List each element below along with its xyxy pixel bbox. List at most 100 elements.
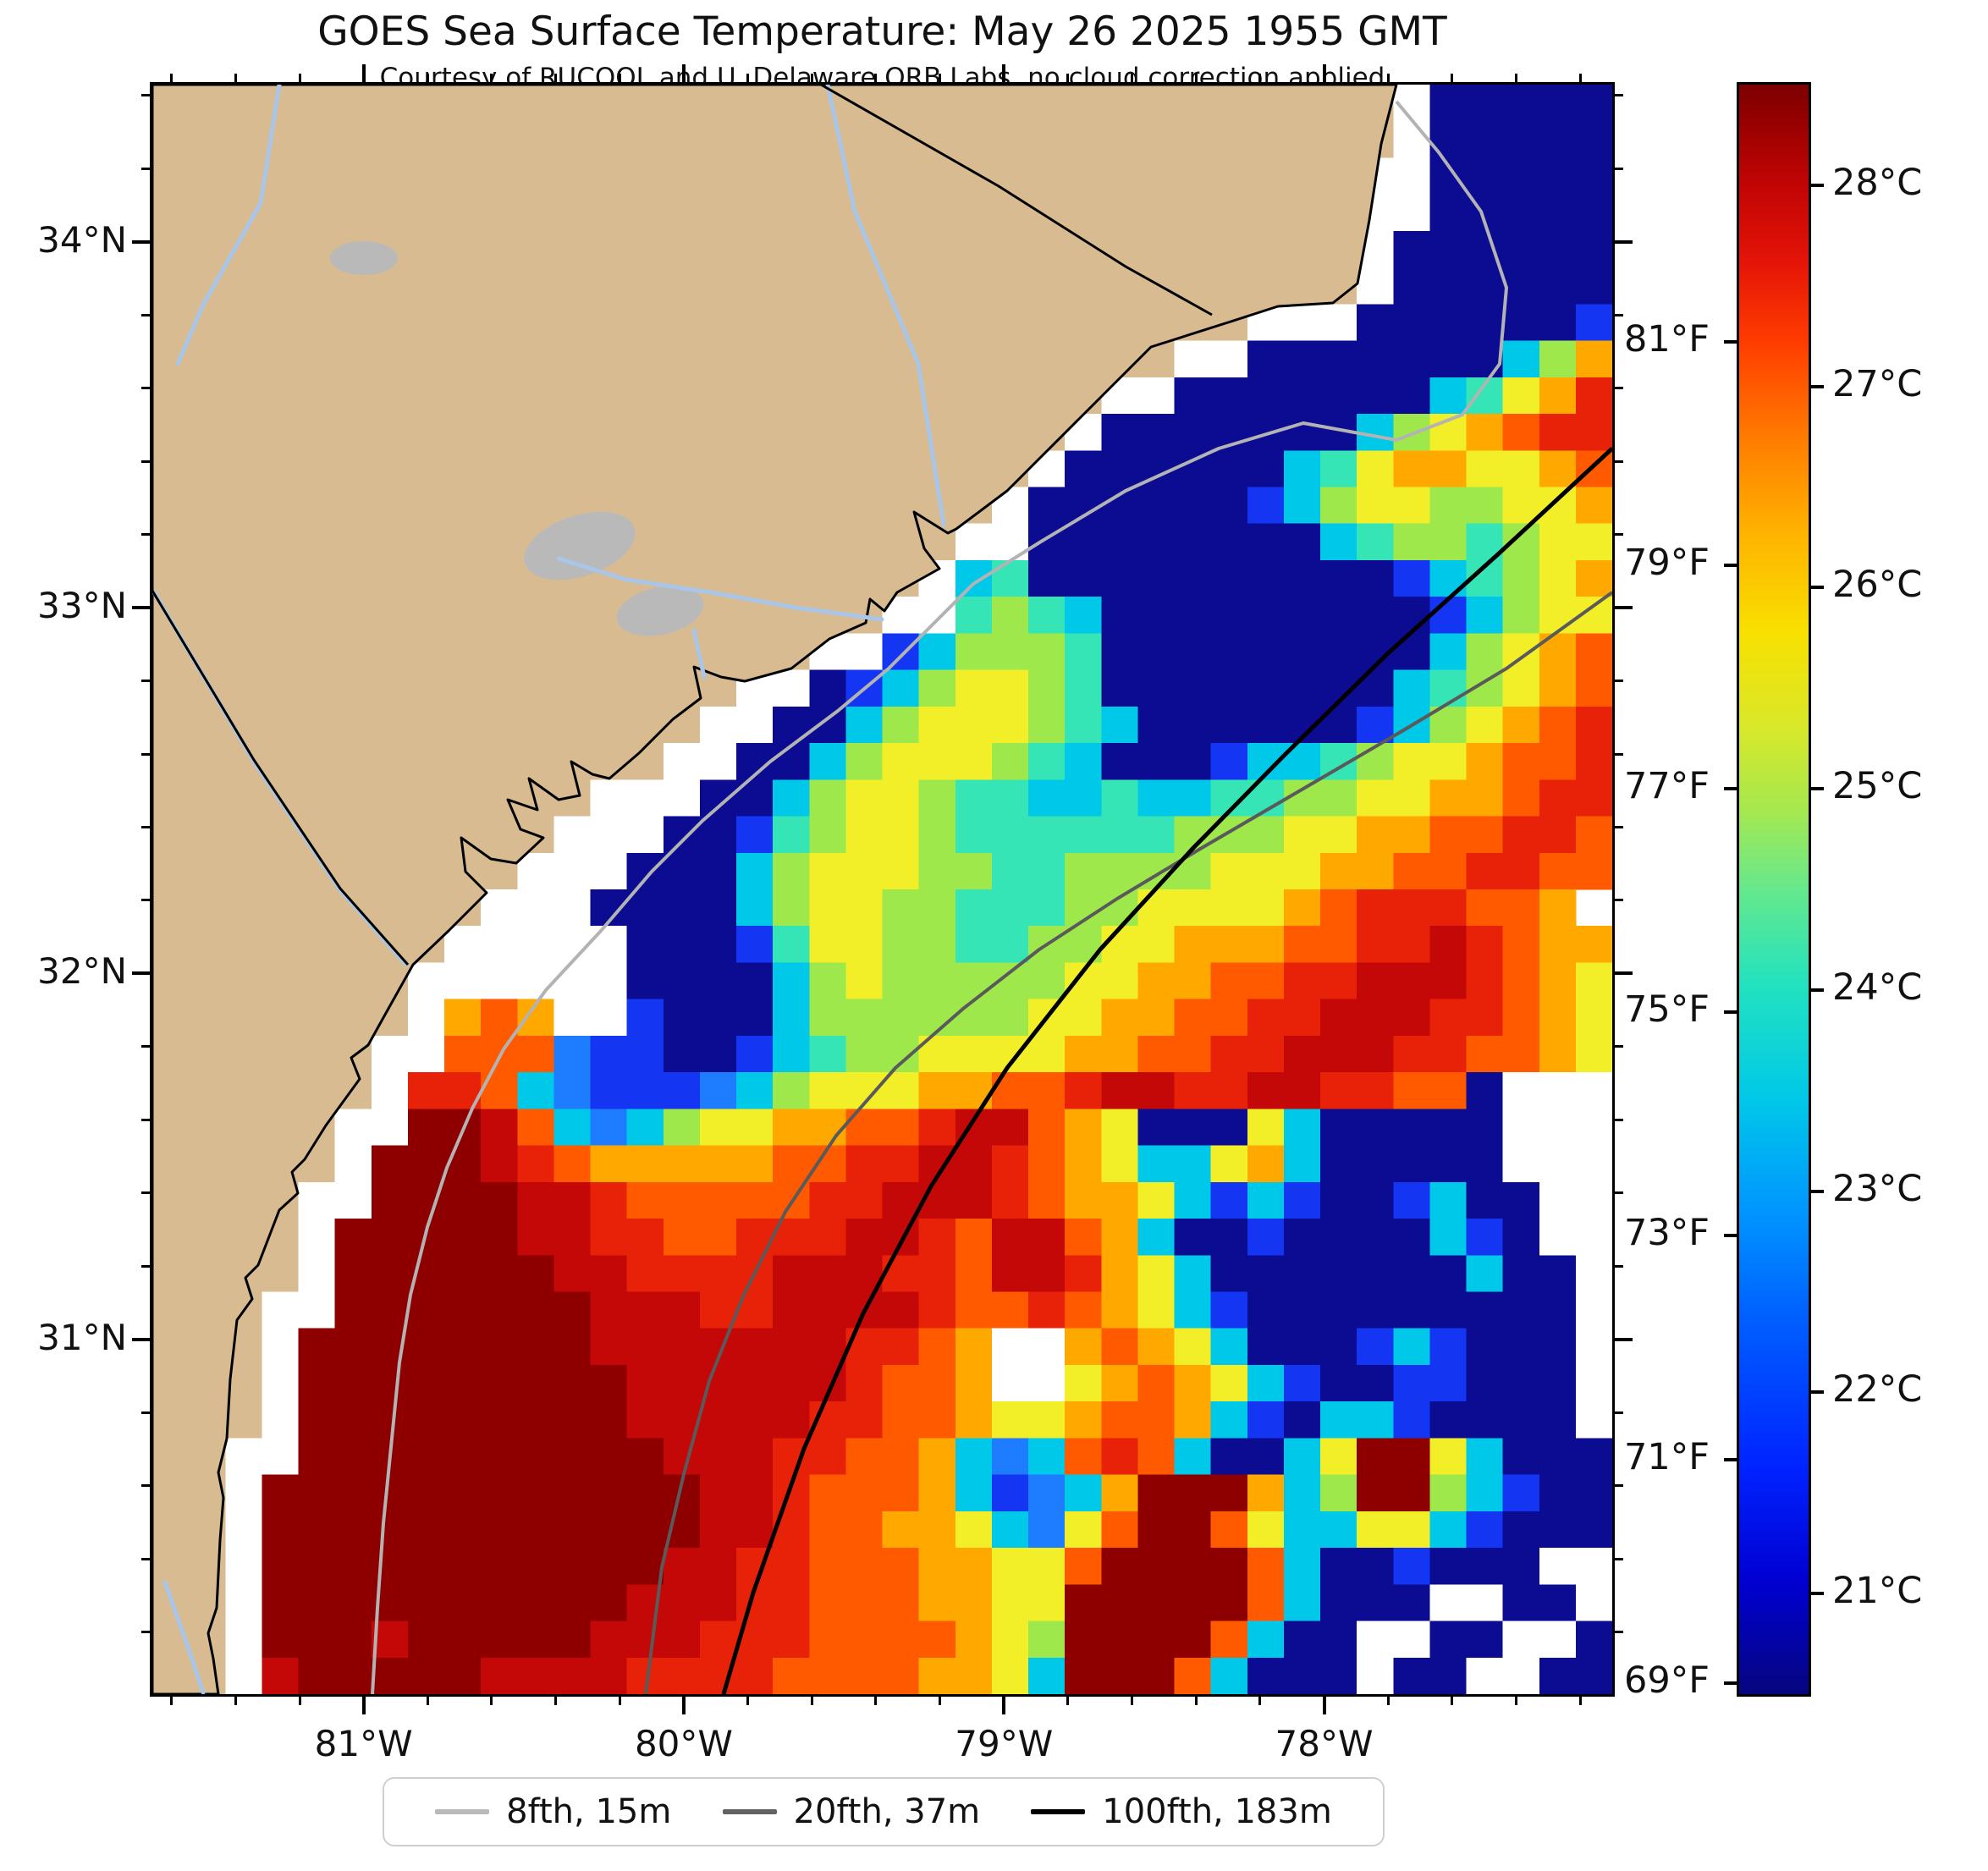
x-axis-minor-tick-top — [426, 74, 429, 85]
x-axis-minor-tick — [298, 1694, 301, 1705]
x-axis-minor-tick — [426, 1694, 429, 1705]
chart-title: GOES Sea Surface Temperature: May 26 202… — [317, 8, 1447, 55]
y-axis-minor-tick — [141, 1118, 152, 1121]
x-axis-minor-tick — [1386, 1694, 1390, 1705]
state-border — [152, 590, 410, 966]
river — [162, 1580, 206, 1694]
y-axis-minor-tick — [141, 1045, 152, 1048]
river — [691, 628, 707, 680]
contour-100fth — [721, 447, 1612, 1694]
y-axis-minor-tick-right — [1612, 387, 1623, 390]
x-axis-minor-tick — [1515, 1694, 1517, 1705]
y-axis-minor-tick — [141, 533, 152, 537]
x-axis-major-tick-top — [681, 64, 686, 85]
x-axis-minor-tick — [490, 1694, 493, 1705]
colorbar-celsius-tick — [1809, 1189, 1824, 1193]
y-axis-major-tick — [132, 1337, 152, 1341]
x-axis-major-tick — [361, 1694, 366, 1714]
legend-line-8fth — [435, 1809, 490, 1814]
colorbar-celsius-tick — [1809, 1592, 1824, 1596]
y-tick-label: 33°N — [37, 585, 127, 627]
y-axis-minor-tick — [141, 1264, 152, 1268]
y-axis-minor-tick-right — [1612, 752, 1623, 756]
lake — [330, 241, 398, 275]
colorbar-fahrenheit-tick — [1724, 1457, 1739, 1461]
y-axis-major-tick — [132, 239, 152, 244]
x-axis-minor-tick-top — [746, 74, 750, 85]
colorbar-fahrenheit-tick — [1724, 1234, 1739, 1238]
y-axis-major-tick — [132, 606, 152, 610]
y-axis-minor-tick-right — [1612, 680, 1623, 683]
y-axis-minor-tick — [141, 94, 152, 97]
y-axis-major-tick — [132, 971, 152, 976]
y-axis-minor-tick — [141, 1411, 152, 1414]
colorbar-celsius-label: 26°C — [1832, 564, 1923, 607]
x-axis-minor-tick-top — [1131, 74, 1134, 85]
colorbar-celsius-tick — [1809, 1390, 1824, 1395]
river — [825, 85, 946, 527]
y-axis-minor-tick-right — [1612, 459, 1623, 463]
y-axis-minor-tick — [141, 313, 152, 316]
colorbar-celsius-tick — [1809, 384, 1824, 388]
colorbar-fahrenheit-tick — [1724, 339, 1739, 344]
x-axis-major-tick-top — [1002, 64, 1006, 85]
colorbar-fahrenheit-tick — [1724, 1010, 1739, 1015]
x-axis-minor-tick — [234, 1694, 237, 1705]
land-polygon — [152, 85, 1398, 1694]
legend-label-20fth: 20fth, 37m — [793, 1792, 981, 1831]
x-axis-major-tick — [681, 1694, 686, 1714]
y-axis-minor-tick — [141, 899, 152, 902]
legend-label-100fth: 100fth, 183m — [1102, 1792, 1332, 1831]
x-axis-major-tick — [1322, 1694, 1326, 1714]
y-axis-minor-tick-right — [1612, 1264, 1623, 1268]
river — [175, 85, 282, 366]
y-axis-minor-tick — [141, 1484, 152, 1488]
colorbar-fahrenheit-tick — [1724, 787, 1739, 791]
y-axis-major-tick-right — [1612, 606, 1633, 610]
legend-line-100fth — [1031, 1809, 1086, 1814]
x-axis-major-tick — [1002, 1694, 1006, 1714]
x-axis-minor-tick-top — [1578, 74, 1582, 85]
sst-map-svg — [152, 85, 1612, 1694]
colorbar-fahrenheit-tick — [1724, 1681, 1739, 1685]
x-axis-minor-tick — [1194, 1694, 1198, 1705]
x-tick-label: 78°W — [1275, 1723, 1374, 1764]
x-axis-minor-tick-top — [1194, 74, 1198, 85]
x-axis-minor-tick — [746, 1694, 750, 1705]
colorbar-fahrenheit-label: 75°F — [1624, 988, 1710, 1032]
colorbar-fahrenheit-label: 81°F — [1624, 317, 1710, 360]
x-axis-minor-tick — [874, 1694, 878, 1705]
x-axis-minor-tick-top — [554, 74, 558, 85]
x-axis-minor-tick — [1066, 1694, 1070, 1705]
x-axis-major-tick-top — [1322, 64, 1326, 85]
y-axis-minor-tick — [141, 1191, 152, 1195]
y-axis-minor-tick-right — [1612, 899, 1623, 902]
y-axis-minor-tick-right — [1612, 1191, 1623, 1195]
y-tick-label: 32°N — [37, 950, 127, 993]
river — [556, 556, 884, 622]
colorbar-fahrenheit-label: 73°F — [1624, 1212, 1710, 1255]
x-axis-minor-tick — [810, 1694, 813, 1705]
y-axis-minor-tick — [141, 1631, 152, 1633]
colorbar-fahrenheit-label: 79°F — [1624, 541, 1710, 584]
x-tick-label: 79°W — [955, 1723, 1054, 1764]
y-axis-major-tick-right — [1612, 239, 1633, 244]
x-axis-minor-tick-top — [490, 74, 493, 85]
x-axis-minor-tick — [1131, 1694, 1134, 1705]
x-axis-minor-tick-top — [939, 74, 942, 85]
x-axis-minor-tick-top — [874, 74, 878, 85]
y-axis-minor-tick-right — [1612, 1631, 1623, 1633]
colorbar-celsius-tick — [1809, 988, 1824, 992]
contour-8fth — [371, 100, 1508, 1694]
colorbar-celsius-label: 23°C — [1832, 1167, 1923, 1210]
x-axis-minor-tick — [939, 1694, 942, 1705]
y-axis-minor-tick — [141, 167, 152, 170]
y-axis-minor-tick-right — [1612, 1557, 1623, 1560]
legend-item-20fth: 20fth, 37m — [722, 1792, 981, 1831]
legend-item-8fth: 8fth, 15m — [435, 1792, 671, 1831]
y-axis-minor-tick-right — [1612, 167, 1623, 170]
sst-map — [150, 82, 1615, 1697]
colorbar-fahrenheit-tick — [1724, 563, 1739, 567]
colorbar-fahrenheit-label: 71°F — [1624, 1435, 1710, 1478]
